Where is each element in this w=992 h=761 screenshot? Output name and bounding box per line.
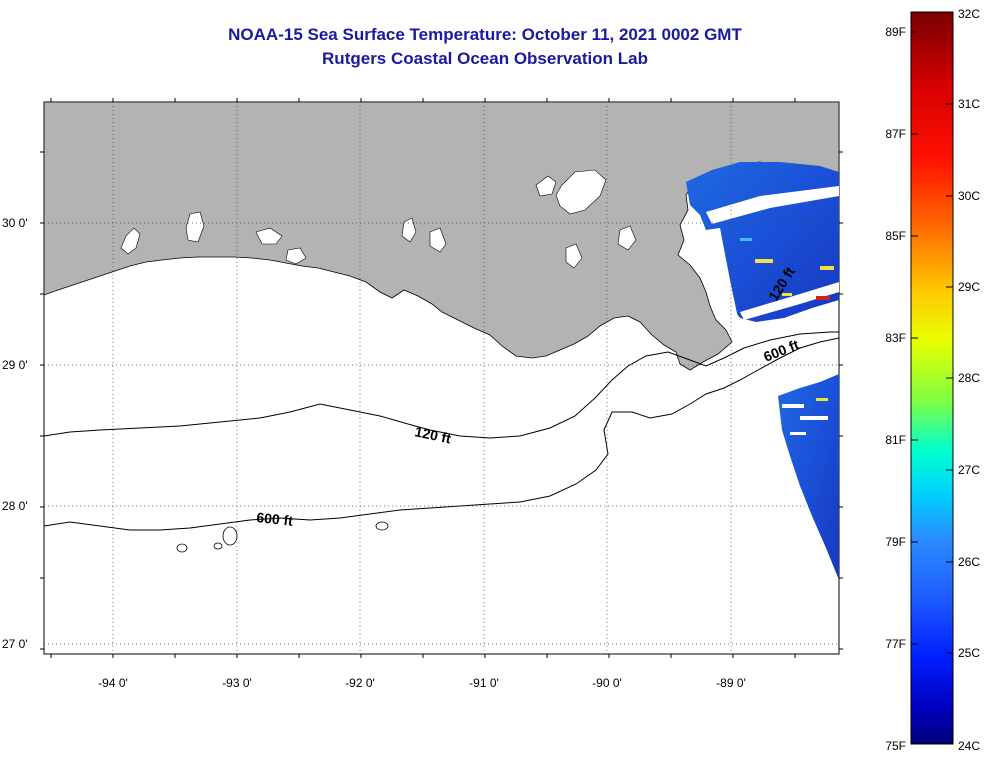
- lat-label: 30 0': [2, 216, 28, 230]
- colorbar-c-label: 28C: [958, 371, 980, 385]
- lat-label: 27 0': [2, 637, 28, 651]
- colorbar-f-label: 75F: [885, 739, 906, 753]
- cloud-streak: [790, 432, 806, 435]
- cloud-band-2: [740, 282, 839, 320]
- lake-barataria: [565, 243, 583, 269]
- contour-label-600ft-west: 600 ft: [256, 509, 294, 529]
- colorbar-f-label: 89F: [885, 25, 906, 39]
- map-subtitle: Rutgers Coastal Ocean Observation Lab: [322, 49, 648, 68]
- colorbar-f-label: 83F: [885, 331, 906, 345]
- lake-maurepas: [535, 175, 557, 197]
- cloud-gap: [706, 228, 738, 322]
- colorbar-c-label: 29C: [958, 280, 980, 294]
- warm-speckle: [820, 266, 834, 270]
- colorbar-c-label: 27C: [958, 463, 980, 477]
- map-title: NOAA-15 Sea Surface Temperature: October…: [228, 25, 742, 44]
- contour-600ft: [44, 337, 839, 531]
- colorbar-c-label: 30C: [958, 189, 980, 203]
- colorbar-c-label: 26C: [958, 555, 980, 569]
- seamount-ring: [375, 521, 389, 531]
- lake-delta: [617, 225, 637, 251]
- warm-speckle: [755, 259, 773, 263]
- colorbar-f-label: 79F: [885, 535, 906, 549]
- warm-speckle: [816, 398, 828, 401]
- colorbar-f-label: 81F: [885, 433, 906, 447]
- lake-white: [285, 247, 307, 265]
- lake-pontchartrain: [555, 169, 607, 215]
- lake-grand: [255, 227, 283, 245]
- lon-label: -89 0': [716, 676, 746, 690]
- lake-salvador: [429, 227, 447, 253]
- cloud-streak: [800, 416, 828, 420]
- sst-swath-southeast: [778, 374, 839, 580]
- lon-label: -92 0': [345, 676, 375, 690]
- lat-label: 29 0': [2, 358, 28, 372]
- contour-120ft: [44, 331, 839, 439]
- cloud-band-1: [706, 186, 839, 224]
- warm-speckle: [740, 238, 752, 241]
- contour-label-120ft: 120 ft: [413, 423, 452, 446]
- colorbar-c-label: 32C: [958, 7, 980, 21]
- lon-label: -91 0': [469, 676, 499, 690]
- lat-label: 28 0': [2, 499, 28, 513]
- colorbar-c-label: 25C: [958, 646, 980, 660]
- axis-ticks: [40, 98, 843, 658]
- colorbar-ticks: [911, 31, 953, 654]
- colorbar-f-label: 85F: [885, 229, 906, 243]
- colorbar-c-label: 24C: [958, 739, 980, 753]
- warm-speckle: [782, 293, 792, 296]
- lon-label: -90 0': [592, 676, 622, 690]
- lake-calcasieu: [120, 227, 141, 255]
- colorbar-f-label: 87F: [885, 127, 906, 141]
- graticule: [44, 102, 839, 654]
- lake-sabine-east: [185, 211, 205, 243]
- warm-speckle: [816, 296, 830, 300]
- cloud-streak: [782, 404, 804, 408]
- lake-atchafalaya: [401, 217, 417, 243]
- lon-label: -93 0': [222, 676, 252, 690]
- colorbar-f-label: 77F: [885, 637, 906, 651]
- seamount-ring: [176, 543, 188, 553]
- colorbar-c-label: 31C: [958, 97, 980, 111]
- lon-label: -94 0': [98, 676, 128, 690]
- seamount-ring: [213, 542, 223, 550]
- seamount-ring: [222, 526, 238, 546]
